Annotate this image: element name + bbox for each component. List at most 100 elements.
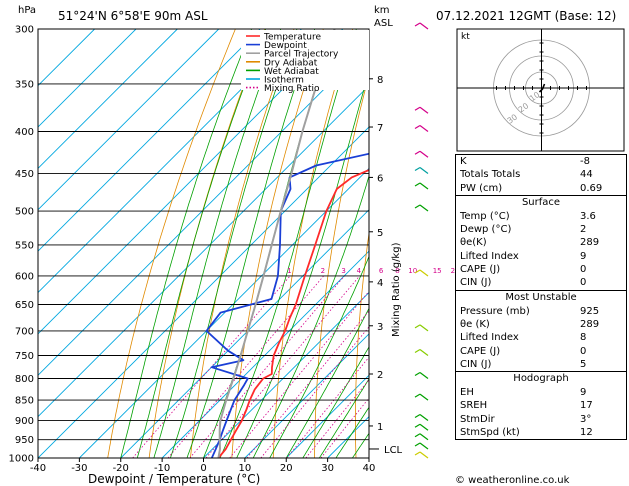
isotherm-line	[79, 167, 369, 458]
wind-barb	[419, 413, 429, 421]
mixing-ratio-label: 8	[395, 267, 399, 275]
wind-barb	[419, 393, 429, 401]
pressure-tick-label: 550	[15, 240, 34, 251]
mixing-axis-label: Mixing Ratio (g/kg)	[391, 242, 402, 337]
x-axis-label: Dewpoint / Temperature (°C)	[88, 472, 260, 486]
wet-adiabat-line	[153, 29, 282, 458]
x-tick-label: 20	[280, 463, 293, 474]
stat-label: EH	[460, 387, 474, 399]
pressure-tick-label: 650	[15, 300, 34, 311]
stat-value: 44	[580, 169, 593, 181]
stat-row: Totals Totals 44	[456, 168, 626, 181]
wind-barb	[419, 372, 429, 379]
dry-adiabat-line	[107, 29, 236, 458]
x-tick-label: -10	[154, 463, 170, 474]
mixing-ratio-label: 6	[379, 267, 384, 275]
wet-adiabat-line	[285, 307, 369, 458]
legend-label: Parcel Trajectory	[264, 50, 339, 60]
isotherm-line	[244, 333, 369, 458]
stat-row: StmSpd (kt) 12	[456, 426, 626, 439]
pressure-tick-label: 500	[15, 207, 34, 218]
wind-barb	[419, 269, 429, 277]
isotherm-line	[38, 29, 344, 335]
pressure-tick-label: 350	[15, 79, 34, 90]
wind-barb	[419, 125, 429, 132]
mixing-ratio-label: 10	[408, 267, 417, 275]
x-tick-label: 30	[321, 463, 334, 474]
pressure-tick-label: 800	[15, 374, 34, 385]
wind-barb	[419, 423, 429, 431]
plot-frame	[37, 28, 379, 462]
wind-barb	[419, 433, 429, 441]
km-tick-label: 2	[377, 370, 383, 381]
isotherm-line	[38, 29, 261, 252]
stat-row: K -8	[456, 155, 626, 168]
stat-label: K	[460, 156, 467, 167]
isotherm-line	[203, 291, 369, 458]
stat-label: CIN (J)	[460, 277, 492, 289]
wind-barb	[419, 22, 429, 30]
stat-label: Lifted Index	[460, 332, 519, 344]
legend-label: Mixing Ratio	[264, 84, 320, 94]
stat-label: Lifted Index	[460, 250, 519, 262]
mixing-ratio-line	[205, 275, 360, 458]
stat-value: 925	[580, 305, 600, 317]
stat-value: 5	[580, 358, 587, 370]
stat-value: 0	[580, 345, 587, 357]
mixing-ratio-line	[260, 326, 369, 458]
stat-value: 0	[580, 264, 587, 276]
km-tick-label: 7	[377, 123, 383, 134]
pressure-tick-label: 850	[15, 396, 34, 407]
x-tick-label: 40	[363, 463, 376, 474]
stat-value: 9	[580, 250, 587, 262]
mixing-ratio-line	[246, 310, 369, 458]
mixing-ratio-line	[320, 397, 369, 458]
wind-barb	[419, 324, 429, 332]
wet-adiabat-line	[302, 346, 369, 458]
stat-row: Lifted Index 8	[456, 331, 626, 344]
wind-barb	[419, 106, 429, 114]
pressure-tick-label: 950	[15, 435, 34, 446]
stat-label: θe(K)	[460, 237, 487, 249]
stability-panel: K -8 Totals Totals 44 PW (cm) 0.69 Surface Te…	[455, 154, 627, 441]
stat-row: Lifted Index 9	[456, 250, 626, 263]
mixing-ratio-line	[167, 275, 324, 458]
mixing-ratio-lines	[132, 275, 369, 458]
wind-barb	[419, 150, 429, 158]
pressure-tick-label: 400	[15, 127, 34, 138]
pressure-tick-label: 700	[15, 326, 34, 337]
km-tick-label: 8	[377, 75, 383, 86]
isotherm-line	[38, 43, 369, 376]
wind-barbs	[414, 22, 429, 459]
hodograph-unit-label: kt	[461, 32, 470, 42]
stat-row: θe(K) 289	[456, 236, 626, 249]
asl-label: ASL	[374, 18, 393, 29]
stat-row: CIN (J) 5	[456, 358, 626, 371]
wet-adiabat-line	[120, 29, 252, 458]
mixing-ratio-label: 2	[321, 267, 325, 275]
location-title: 51°24'N 6°58'E 90m ASL	[58, 9, 208, 23]
stat-row: Pressure (mb) 925	[456, 305, 626, 318]
km-tick-label: 5	[377, 228, 383, 239]
stat-row: CAPE (J) 0	[456, 345, 626, 358]
stat-label: StmDir	[460, 413, 495, 425]
stat-row: Dewp (°C) 2	[456, 223, 626, 236]
km-tick-label: 3	[377, 322, 383, 333]
dry-adiabat-line	[148, 29, 266, 458]
sounding-series	[205, 29, 369, 458]
stat-row: SREH 17	[456, 399, 626, 412]
mixing-ratio-label: 1	[287, 267, 291, 275]
series-parcel-trajectory	[217, 29, 336, 458]
x-tick-label: -20	[113, 463, 129, 474]
stat-label: CAPE (J)	[460, 264, 501, 276]
km-tick-label: 6	[377, 173, 383, 184]
pressure-tick-label: 900	[15, 416, 34, 427]
stat-row: StmDir 3°	[456, 413, 626, 426]
mixing-ratio-label: 3	[341, 267, 345, 275]
wind-barb	[419, 166, 429, 174]
stat-label: CAPE (J)	[460, 345, 501, 357]
stat-row: EH 9	[456, 386, 626, 399]
stat-row: θe (K) 289	[456, 318, 626, 331]
hpa-label: hPa	[18, 5, 36, 16]
stat-label: Dewp (°C)	[460, 224, 512, 236]
